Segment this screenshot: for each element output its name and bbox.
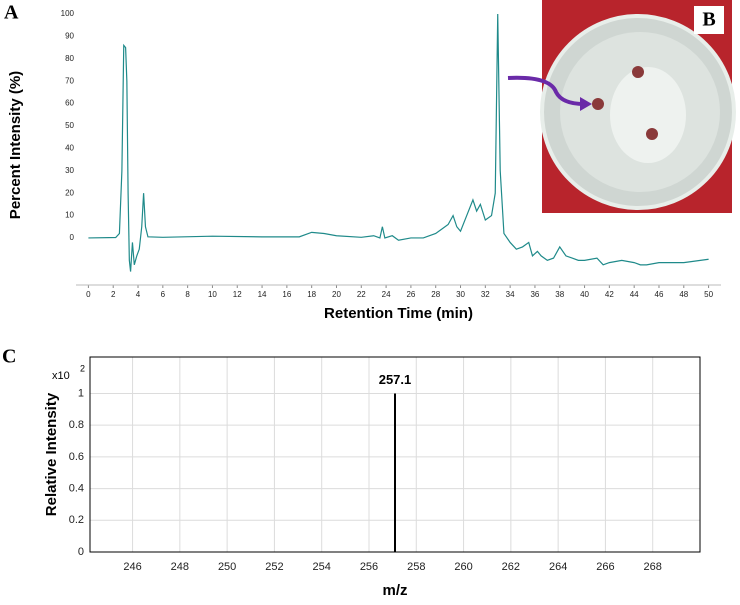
x-tick-label: 44	[630, 290, 639, 299]
y-tick-label: 1	[78, 387, 84, 399]
x-tick-label: 46	[655, 290, 664, 299]
y-tick-label: 80	[65, 54, 74, 63]
y-tick-label: 0.6	[69, 451, 84, 463]
x-tick-label: 12	[233, 290, 242, 299]
line	[88, 13, 709, 272]
x-tick-label: 256	[360, 561, 378, 573]
x-tick-label: 22	[357, 290, 366, 299]
fungal-growth	[610, 67, 686, 163]
x-tick-label: 258	[407, 561, 425, 573]
x-tick-label: 6	[161, 290, 166, 299]
y-tick-label: 0.8	[69, 419, 84, 431]
y-axis-title: Relative Intensity	[43, 392, 60, 516]
x-tick-label: 38	[555, 290, 564, 299]
x-axis-title: Retention Time (min)	[324, 305, 473, 322]
label-box	[694, 6, 724, 34]
y-tick-label: 10	[65, 211, 74, 220]
y-tick-label: 0.4	[69, 482, 84, 494]
arrow	[507, 75, 585, 106]
x-tick-label: 24	[382, 290, 391, 299]
y-tick-label: 0.2	[69, 514, 84, 526]
x-tick-label: 30	[456, 290, 465, 299]
y-tick-label: 30	[65, 166, 74, 175]
x-tick-label: 28	[431, 290, 440, 299]
x-tick-label: 268	[644, 561, 662, 573]
x-tick-label: 254	[313, 561, 331, 573]
y-tick-label: 100	[61, 9, 75, 18]
x-tick-label: 48	[679, 290, 688, 299]
x-tick-label: 0	[86, 290, 91, 299]
y-tick-label: 20	[65, 188, 74, 197]
arrow-head	[580, 97, 592, 111]
x-tick-label: 40	[580, 290, 589, 299]
y-tick-label: 70	[65, 76, 74, 85]
x-tick-label: 10	[208, 290, 217, 299]
x-tick-label: 42	[605, 290, 614, 299]
panel-label: C	[2, 346, 16, 368]
x-tick-label: 8	[185, 290, 190, 299]
y-tick-label: 60	[65, 99, 74, 108]
x-tick-label: 18	[307, 290, 316, 299]
x-tick-label: 246	[123, 561, 141, 573]
x-tick-label: 34	[506, 290, 515, 299]
well	[632, 66, 644, 78]
panel-label: B	[702, 9, 715, 31]
x-tick-label: 20	[332, 290, 341, 299]
x-tick-label: 4	[136, 290, 141, 299]
y-multiplier-exponent: 2	[80, 363, 85, 373]
panel-label: A	[4, 2, 19, 24]
x-tick-label: 50	[704, 290, 713, 299]
y-tick-label: 40	[65, 143, 74, 152]
x-axis-title: m/z	[382, 582, 407, 599]
x-tick-label: 32	[481, 290, 490, 299]
x-tick-label: 266	[596, 561, 614, 573]
x-tick-label: 250	[218, 561, 236, 573]
x-tick-label: 252	[265, 561, 283, 573]
y-multiplier: x10	[52, 370, 70, 382]
x-tick-label: 14	[258, 290, 267, 299]
well	[646, 128, 658, 140]
x-tick-label: 26	[406, 290, 415, 299]
y-tick-label: 90	[65, 31, 74, 40]
well	[592, 98, 604, 110]
x-tick-label: 260	[454, 561, 472, 573]
photo: B	[540, 0, 736, 213]
y-tick-label: 0	[70, 233, 75, 242]
x-tick-label: 16	[282, 290, 291, 299]
peak-label: 257.1	[379, 372, 412, 387]
x-tick-label: 248	[171, 561, 189, 573]
y-axis-title: Percent Intensity (%)	[7, 71, 24, 219]
x-tick-label: 2	[111, 290, 116, 299]
y-tick-label: 50	[65, 121, 74, 130]
x-tick-label: 36	[530, 290, 539, 299]
x-tick-label: 264	[549, 561, 567, 573]
x-tick-label: 262	[502, 561, 520, 573]
y-tick-label: 0	[78, 546, 84, 558]
